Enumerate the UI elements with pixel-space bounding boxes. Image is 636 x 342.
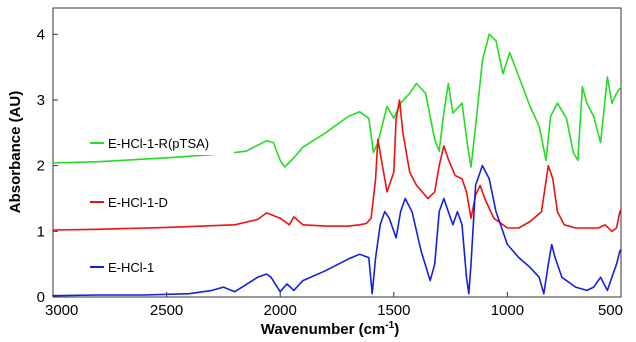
legend-label: E-HCl-1 bbox=[108, 260, 154, 275]
legend: E-HCl-1-R(pTSA) E-HCl-1-D E-HCl-1 bbox=[86, 131, 234, 279]
y-tick-label: 2 bbox=[37, 158, 45, 175]
series-line-3 bbox=[52, 164, 622, 297]
y-tick-label: 4 bbox=[37, 26, 45, 43]
series-line-2 bbox=[52, 99, 622, 233]
legend-item-2: E-HCl-1-D bbox=[86, 190, 194, 214]
y-tick-label: 3 bbox=[37, 92, 45, 109]
legend-item-1: E-HCl-1-R(pTSA) bbox=[86, 131, 234, 155]
legend-label: E-HCl-1-D bbox=[108, 195, 168, 210]
series-line-1 bbox=[52, 33, 622, 168]
x-tick-label: 500 bbox=[598, 302, 623, 319]
x-axis-label-main: Wavenumber (cm bbox=[261, 321, 385, 338]
x-tick-label: 2000 bbox=[264, 302, 297, 319]
y-axis-ticks: 0 1 2 3 4 bbox=[37, 26, 58, 306]
legend-label: E-HCl-1-R(pTSA) bbox=[108, 136, 209, 151]
legend-item-3: E-HCl-1 bbox=[86, 255, 174, 279]
x-tick-label: 1000 bbox=[491, 302, 524, 319]
x-tick-label: 2500 bbox=[150, 302, 183, 319]
x-axis-label-suffix: ) bbox=[394, 321, 399, 338]
x-tick-label: 3000 bbox=[45, 302, 78, 319]
x-tick-label: 1500 bbox=[377, 302, 410, 319]
x-axis-label-sup: -1 bbox=[385, 320, 394, 331]
x-axis-label: Wavenumber (cm-1) bbox=[261, 320, 399, 338]
series-layer bbox=[52, 33, 622, 297]
y-tick-label: 0 bbox=[37, 289, 45, 306]
x-axis-ticks: 3000 2500 2000 1500 1000 500 bbox=[45, 292, 623, 319]
legend-box bbox=[86, 131, 234, 155]
y-tick-label: 1 bbox=[37, 223, 45, 240]
y-axis-label: Absorbance (AU) bbox=[7, 91, 24, 214]
plot-frame bbox=[52, 7, 622, 298]
